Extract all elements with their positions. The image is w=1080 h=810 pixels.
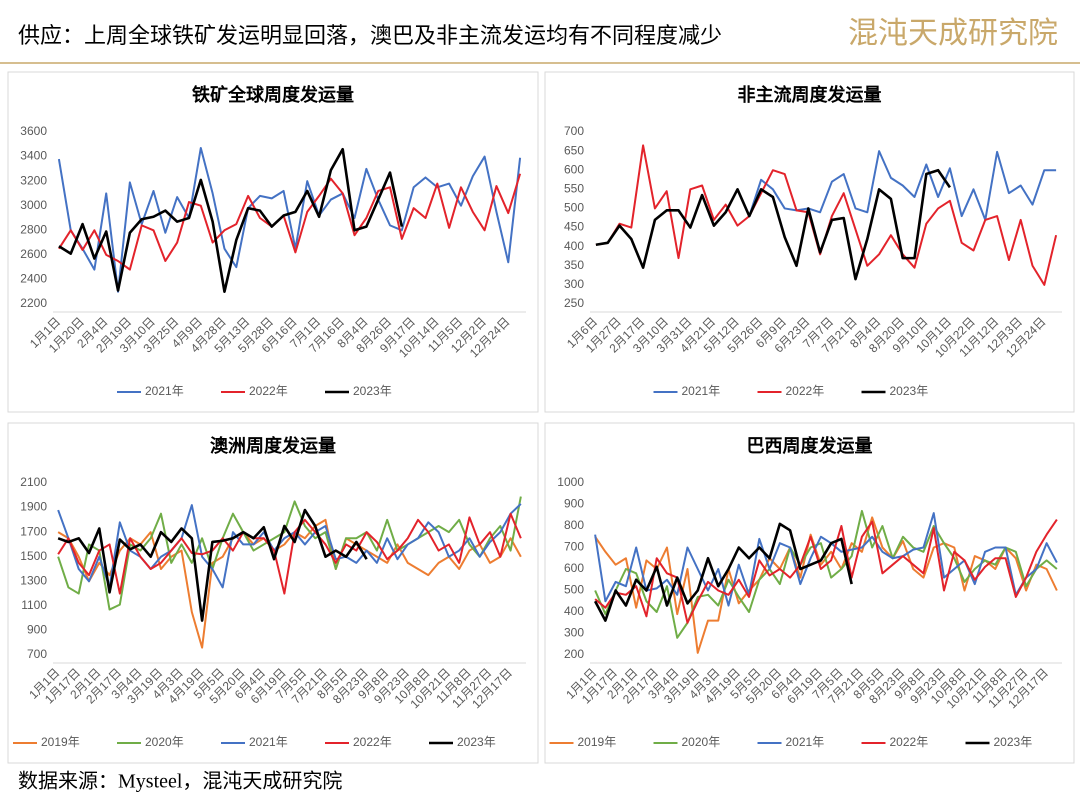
legend-label: 2023年: [890, 384, 929, 398]
legend-label: 2021年: [145, 384, 184, 398]
y-tick-label: 3000: [20, 198, 47, 212]
y-tick-label: 1700: [20, 524, 47, 538]
series-line: [594, 512, 1058, 607]
y-tick-label: 350: [564, 258, 584, 272]
logo: 混沌天成研究院: [848, 17, 1058, 50]
y-tick-label: 650: [564, 143, 584, 157]
chart-title: 非主流周度发运量: [738, 84, 882, 105]
series-line: [57, 146, 522, 293]
y-tick-label: 1900: [20, 500, 47, 514]
series-line: [595, 168, 951, 281]
y-tick-label: 900: [564, 497, 584, 511]
legend-label: 2022年: [249, 384, 288, 398]
y-tick-label: 300: [564, 626, 584, 640]
y-tick-label: 2200: [20, 296, 47, 310]
y-tick-label: 500: [564, 201, 584, 215]
y-tick-label: 250: [564, 296, 584, 310]
series-line: [593, 522, 853, 622]
series-line: [594, 518, 1058, 624]
series-line: [57, 508, 368, 622]
y-tick-label: 1300: [20, 573, 47, 587]
y-tick-label: 450: [564, 220, 584, 234]
panel: [7, 71, 539, 413]
y-tick-label: 2600: [20, 247, 47, 261]
legend-label: 2021年: [249, 735, 288, 749]
legend-label: 2020年: [682, 735, 721, 749]
legend-label: 2022年: [786, 384, 825, 398]
y-tick-label: 700: [564, 124, 584, 138]
series-line: [594, 509, 1058, 639]
y-tick-label: 800: [564, 518, 584, 532]
series-line: [594, 516, 1058, 654]
chart-title: 澳洲周度发运量: [210, 435, 336, 456]
y-tick-label: 700: [27, 647, 47, 661]
legend-label: 2020年: [145, 735, 184, 749]
y-tick-label: 200: [564, 647, 584, 661]
y-tick-label: 600: [564, 162, 584, 176]
slide-title: 供应：上周全球铁矿发运明显回落，澳巴及非主流发运均有不同程度减少: [18, 23, 722, 48]
y-tick-label: 500: [564, 583, 584, 597]
y-tick-label: 2100: [20, 475, 47, 489]
y-tick-label: 300: [564, 277, 584, 291]
source-note: 数据来源：Mysteel，混沌天成研究院: [18, 770, 342, 793]
y-tick-label: 600: [564, 561, 584, 575]
legend-label: 2021年: [682, 384, 721, 398]
series-line: [58, 173, 522, 271]
y-tick-label: 400: [564, 239, 584, 253]
legend-label: 2019年: [41, 735, 80, 749]
legend-label: 2022年: [353, 735, 392, 749]
legend-label: 2019年: [578, 735, 617, 749]
legend-label: 2023年: [457, 735, 496, 749]
y-tick-label: 3200: [20, 173, 47, 187]
panel: [544, 71, 1075, 413]
legend-label: 2022年: [890, 735, 929, 749]
panel: [544, 422, 1075, 764]
y-tick-label: 400: [564, 604, 584, 618]
legend-label: 2023年: [994, 735, 1033, 749]
y-tick-label: 2400: [20, 272, 47, 286]
y-tick-label: 1000: [557, 475, 584, 489]
y-tick-label: 2800: [20, 222, 47, 236]
y-tick-label: 900: [27, 623, 47, 637]
panel: [7, 422, 539, 764]
y-tick-label: 3400: [20, 149, 47, 163]
y-tick-label: 550: [564, 182, 584, 196]
y-tick-label: 700: [564, 540, 584, 554]
series-line: [57, 512, 522, 595]
y-tick-label: 3600: [20, 124, 47, 138]
series-line: [748, 150, 1057, 221]
legend-label: 2021年: [786, 735, 825, 749]
legend-label: 2023年: [353, 384, 392, 398]
chart-title: 巴西周度发运量: [747, 435, 873, 456]
series-line: [57, 518, 522, 649]
series-line: [58, 147, 404, 294]
y-tick-label: 1500: [20, 549, 47, 563]
chart-title: 铁矿全球周度发运量: [192, 84, 354, 105]
y-tick-label: 1100: [21, 598, 47, 612]
